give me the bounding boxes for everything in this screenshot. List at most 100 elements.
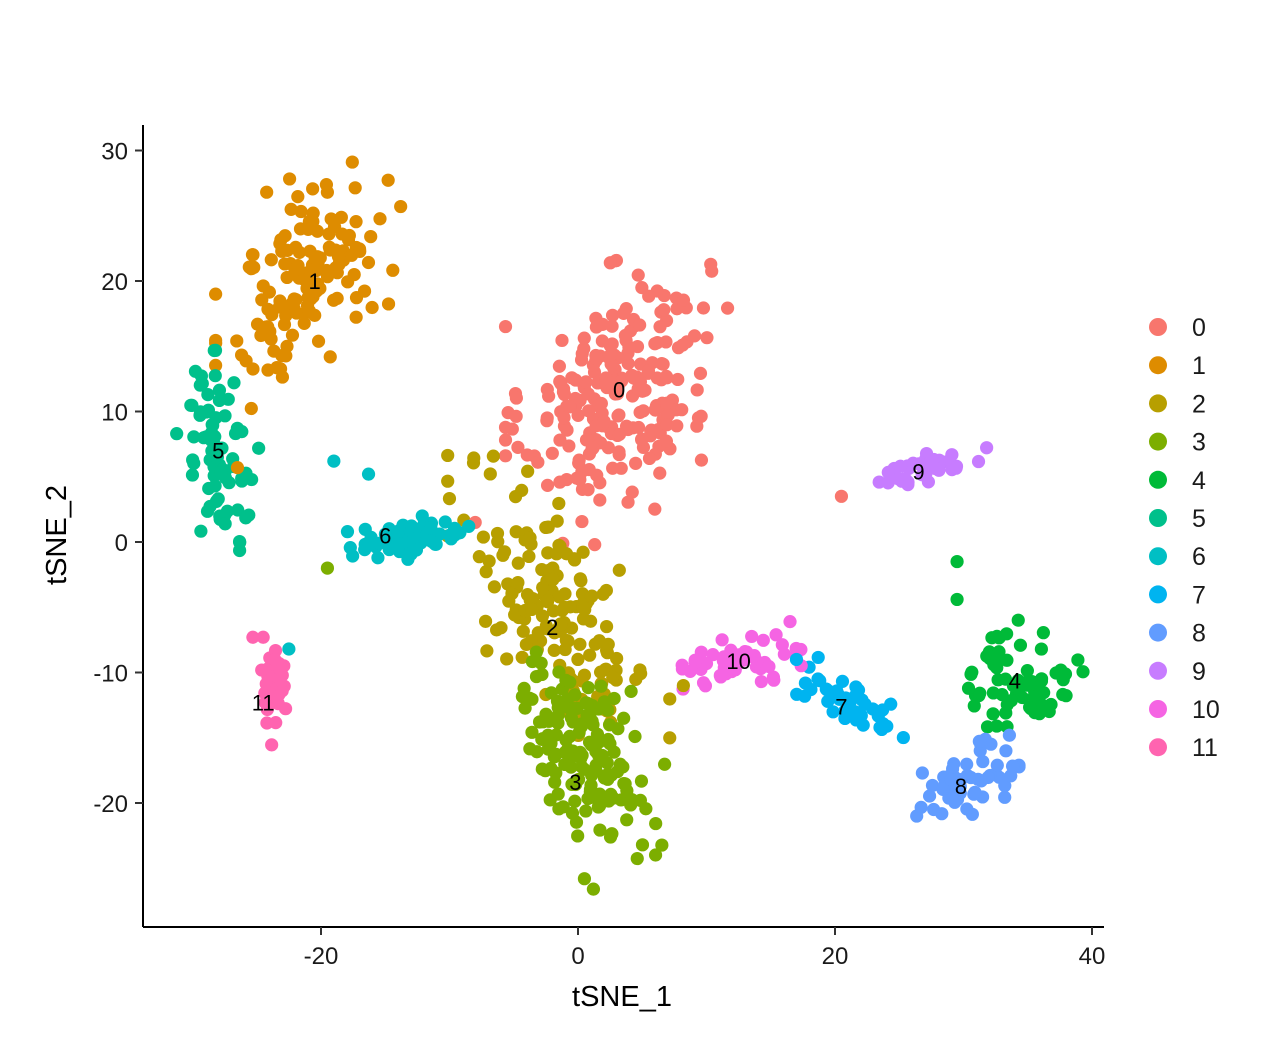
point-cluster-3 [618,777,632,791]
legend-label-9: 9 [1192,658,1206,686]
point-cluster-0 [603,256,617,270]
point-cluster-2 [494,621,508,635]
point-cluster-1 [353,244,367,258]
point-cluster-1 [300,272,315,286]
point-cluster-1 [345,155,359,169]
point-cluster-4 [1044,697,1058,712]
point-cluster-2 [563,600,577,614]
x-tick-label: 40 [1079,943,1106,970]
point-cluster-10 [762,659,776,674]
point-cluster-3 [620,813,634,827]
y-tick-label: 10 [101,400,128,427]
point-cluster-2 [478,614,493,628]
point-cluster-1 [209,333,223,348]
point-cluster-1 [306,214,320,229]
point-cluster-2 [441,448,455,463]
point-cluster-0 [498,433,513,447]
point-cluster-2 [541,520,555,534]
point-cluster-10 [775,638,789,652]
point-cluster-0 [540,478,555,492]
point-cluster-0 [594,396,608,411]
point-cluster-3 [517,681,531,695]
point-cluster-1 [246,362,260,376]
point-cluster-1 [209,358,223,373]
point-cluster-0 [572,453,586,467]
point-cluster-2 [491,535,505,549]
point-cluster-6 [340,525,355,539]
point-cluster-2 [552,590,566,604]
point-cluster-2 [573,637,587,651]
point-cluster-9 [893,459,908,473]
point-cluster-6 [462,519,476,533]
point-cluster-3 [655,838,669,852]
point-cluster-3 [603,830,618,844]
legend-swatch-10 [1149,700,1167,718]
legend-swatch-11 [1149,738,1167,757]
point-cluster-2 [509,525,523,539]
point-cluster-0 [505,422,519,436]
point-cluster-6 [371,551,385,565]
point-cluster-4 [986,707,1000,721]
point-cluster-2 [523,531,537,545]
point-cluster-0 [597,414,611,429]
point-cluster-0 [577,342,591,356]
point-cluster-1 [244,401,258,416]
point-cluster-3 [587,789,602,803]
point-cluster-3 [551,787,565,801]
point-cluster-6 [415,509,429,523]
legend-label-1: 1 [1192,352,1206,380]
point-cluster-2 [546,572,560,587]
point-cluster-7 [876,703,890,717]
point-cluster-0 [581,387,595,401]
point-cluster-6 [327,454,341,468]
point-cluster-1 [327,293,341,307]
point-cluster-11 [265,738,279,752]
point-cluster-9 [980,441,994,455]
point-cluster-1 [394,199,408,214]
point-cluster-0 [586,441,600,455]
y-tick-label: 30 [101,139,128,166]
point-cluster-3 [584,738,599,752]
point-cluster-2 [508,608,522,622]
point-cluster-0 [575,465,589,479]
point-cluster-1 [381,297,396,311]
point-cluster-0 [671,372,685,387]
point-cluster-2 [479,565,493,579]
point-cluster-4 [990,629,1004,643]
point-cluster-6 [346,549,360,563]
point-cluster-0 [571,408,585,422]
point-cluster-2 [516,624,530,638]
point-cluster-0 [660,371,674,385]
cluster-label-1: 1 [308,269,320,294]
point-cluster-5 [195,376,209,391]
point-cluster-8 [915,766,929,780]
point-cluster-4 [1023,700,1037,714]
point-cluster-2 [521,464,535,478]
point-cluster-1 [262,285,276,299]
point-cluster-1 [373,212,387,226]
point-cluster-0 [635,432,649,446]
point-cluster-2 [502,594,516,608]
point-cluster-0 [520,448,534,462]
legend-label-7: 7 [1192,581,1206,609]
legend-label-10: 10 [1192,696,1220,724]
point-cluster-5 [218,517,232,531]
point-cluster-0 [625,485,639,499]
point-cluster-11 [246,630,260,644]
point-cluster-7 [826,705,840,719]
legend-swatch-2 [1149,394,1167,413]
point-cluster-0 [542,389,556,403]
legend-swatch-3 [1149,432,1167,451]
cluster-label-0: 0 [613,377,625,402]
point-cluster-1 [270,361,284,375]
y-tick-label: 0 [115,530,128,557]
point-cluster-1 [265,307,279,322]
point-cluster-3 [625,792,639,807]
point-cluster-11 [275,684,289,698]
point-cluster-2 [606,670,620,685]
point-cluster-0 [690,383,704,397]
point-cluster-5 [206,418,220,432]
y-tick-label: 20 [101,269,128,296]
point-cluster-1 [335,227,349,241]
point-cluster-11 [273,662,287,676]
